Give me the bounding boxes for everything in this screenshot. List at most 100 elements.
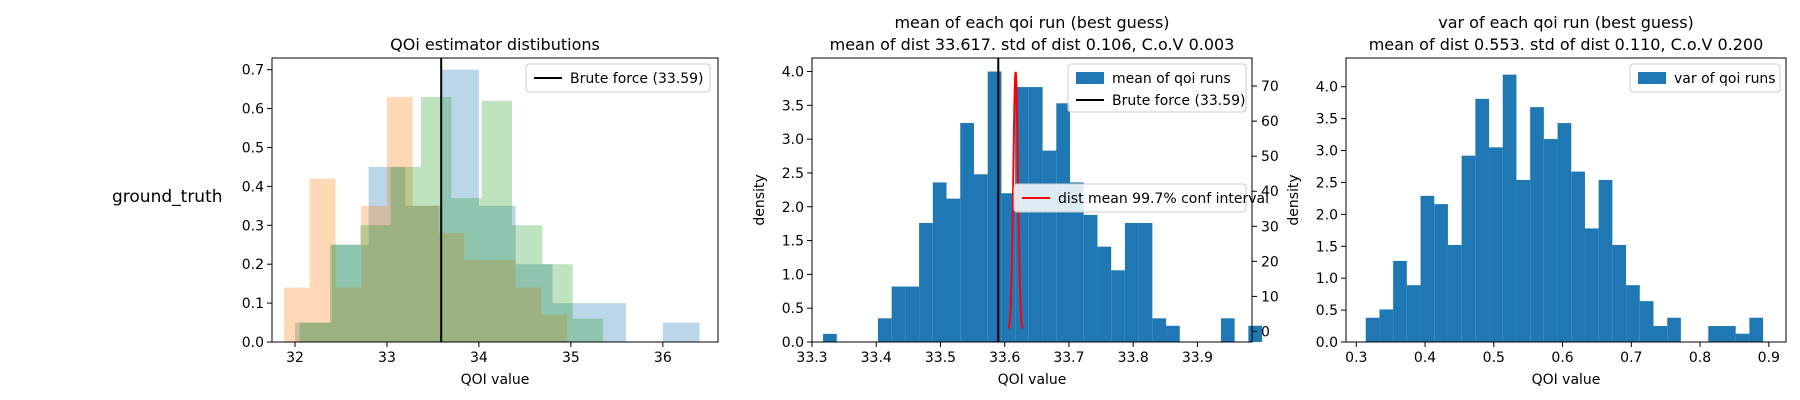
legend-bar-swatch [1638, 72, 1666, 84]
hist-bar [1721, 326, 1736, 342]
chart-title: mean of each qoi run (best guess) [894, 13, 1169, 32]
y2-tick-label: 30 [1261, 219, 1279, 235]
y-tick-label: 3.5 [782, 98, 804, 114]
hist-bar [1220, 318, 1235, 342]
y-tick-label: 0.1 [242, 296, 264, 312]
x-tick-label: 0.6 [1551, 350, 1573, 366]
x-tick-label: 36 [654, 350, 672, 366]
hist-bar [1461, 155, 1476, 342]
y2-tick-label: 50 [1261, 149, 1279, 165]
y-tick-label: 1.0 [782, 267, 804, 283]
y-tick-label: 0.0 [242, 335, 264, 351]
x-tick-label: 0.3 [1345, 350, 1367, 366]
y-tick-label: 0.5 [242, 140, 264, 156]
hist-bar [515, 264, 553, 342]
y-tick-label: 0.5 [1316, 303, 1338, 319]
x-tick-label: 33.6 [989, 350, 1020, 366]
y-axis-label: density [752, 174, 768, 225]
legend-label: Brute force (33.59) [1112, 93, 1246, 109]
hist-bar [905, 286, 920, 342]
hist-bar [361, 205, 387, 342]
y-axis-label: density [1286, 174, 1302, 225]
x-tick-label: 0.9 [1758, 350, 1780, 366]
axes-frame [1345, 57, 1787, 343]
x-tick-label: 0.5 [1483, 350, 1505, 366]
y-tick-label: 4.0 [1316, 80, 1338, 96]
x-axis-label: QOI value [1532, 372, 1601, 388]
hist-bar [1516, 179, 1531, 342]
hist-bar [589, 303, 627, 342]
x-tick-label: 0.4 [1414, 350, 1436, 366]
hist-bar [515, 287, 542, 342]
legend-label: dist mean 99.7% conf interval [1058, 191, 1269, 207]
hist-bar [932, 182, 947, 342]
hist-bar [489, 260, 516, 342]
hist-bar [512, 225, 543, 342]
hist-bar [987, 71, 1002, 343]
hist-bar [1502, 74, 1517, 342]
hist-bar [1070, 182, 1084, 342]
hist-bar [1042, 150, 1057, 342]
hist-bar [1056, 103, 1071, 342]
y-tick-label: 3.5 [1316, 112, 1338, 128]
y-tick-label: 0.0 [782, 335, 804, 351]
hist-bar [481, 100, 513, 342]
hist-bar [405, 205, 443, 342]
legend-box [1067, 63, 1247, 113]
hist-bar [294, 322, 332, 342]
hist-bar [1489, 147, 1503, 342]
hist-bar [1111, 270, 1125, 342]
chart-title: var of each qoi run (best guess) [1438, 13, 1694, 32]
hist-bar [960, 122, 974, 343]
hist-bar [438, 233, 465, 342]
hist-bar [919, 222, 933, 342]
x-tick-label: 33.4 [861, 350, 892, 366]
hist-bar [973, 174, 988, 342]
hist-bar [1083, 214, 1098, 342]
x-tick-label: 33.7 [1053, 350, 1084, 366]
hist-bar [1406, 285, 1421, 342]
x-tick-label: 0.8 [1689, 350, 1711, 366]
hist-bar [1612, 244, 1627, 342]
hist-bar [1667, 317, 1681, 342]
y-tick-label: 0.4 [242, 179, 264, 195]
hist-bar [1166, 325, 1180, 342]
hist-bar [1152, 318, 1167, 342]
hist-bar [1639, 301, 1654, 342]
hist-bar [541, 314, 568, 342]
hist-bar [1434, 204, 1448, 342]
y2-tick-label: 60 [1261, 114, 1279, 130]
y-tick-label: 0.0 [1316, 335, 1338, 351]
row-label: ground_truth [112, 187, 223, 207]
y-tick-label: 0.5 [782, 301, 804, 317]
y-tick-label: 1.5 [782, 234, 804, 250]
x-tick-label: 33.8 [1118, 350, 1149, 366]
legend-label: Brute force (33.59) [570, 71, 704, 87]
hist-bar [662, 322, 700, 342]
chart-subtitle: mean of dist 0.553. std of dist 0.110, C… [1369, 35, 1764, 54]
hist-bar [1028, 87, 1043, 342]
legend-bar-swatch [1076, 72, 1104, 84]
hist-bar [946, 198, 961, 342]
hist-bar [823, 333, 837, 342]
hist-bar [1598, 179, 1613, 342]
y2-tick-label: 0 [1261, 324, 1270, 340]
hist-bar [360, 225, 391, 342]
hist-bar [478, 205, 516, 342]
chart-title: QOi estimator distibutions [390, 35, 600, 54]
hist-bar [335, 287, 362, 342]
x-tick-label: 34 [470, 350, 488, 366]
hist-bar [299, 322, 330, 342]
hist-bar [1626, 285, 1640, 342]
hist-bar [1708, 326, 1722, 342]
hist-bar [329, 244, 361, 342]
y-tick-label: 3.0 [782, 132, 804, 148]
hist-bar [542, 264, 573, 342]
y-tick-label: 1.0 [1316, 271, 1338, 287]
axes-frame [271, 57, 719, 343]
legend-box [1013, 183, 1247, 213]
hist-bar [390, 166, 421, 342]
hist-bar [420, 96, 452, 342]
hist-bar [1097, 246, 1112, 342]
y2-tick-label: 20 [1261, 254, 1279, 270]
